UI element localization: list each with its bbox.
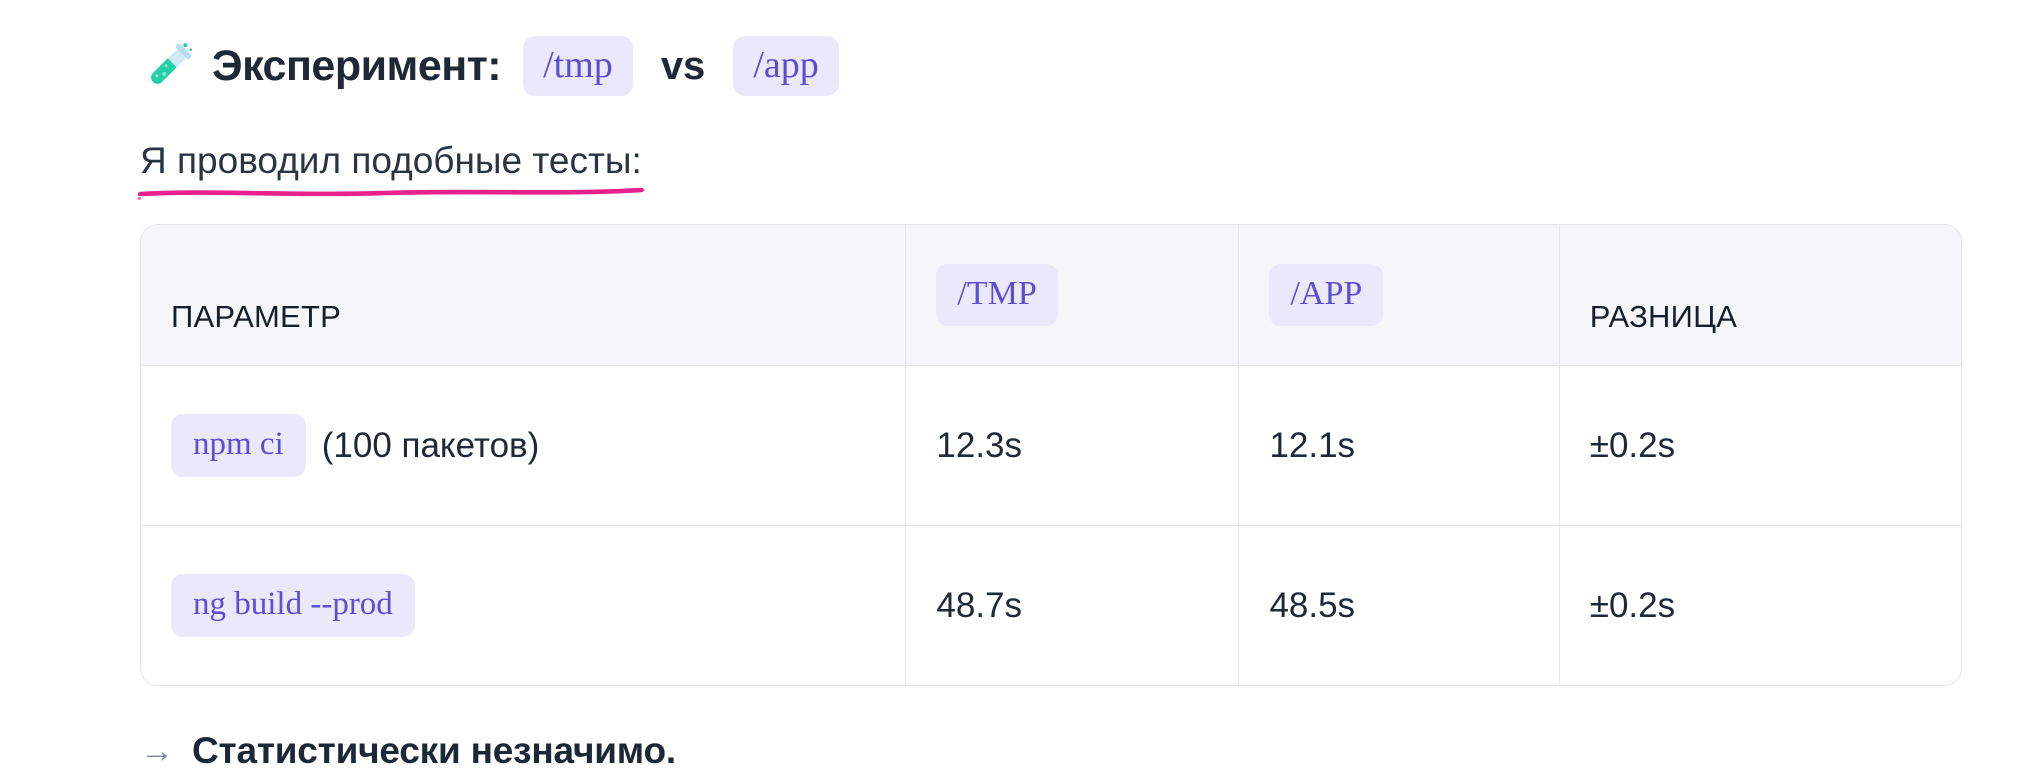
heading: Эксперимент: /tmp vs /app [140,36,1979,96]
vs-label: vs [660,43,706,88]
code-badge-command: ng build --prod [171,574,415,637]
cell-param: npm ci (100 пакетов) [141,365,906,525]
cell-tmp-value: 12.3s [905,365,1239,525]
cell-app-value: 48.5s [1238,525,1559,685]
conclusion-text: Статистически незначимо. [192,730,676,771]
intro-text: Я проводил подобные тесты: [137,140,644,200]
table-row: npm ci (100 пакетов) 12.3s 12.1s ±0.2s [141,365,1961,525]
column-header-diff: РАЗНИЦА [1558,225,1961,365]
test-tube-icon [151,43,193,84]
param-note: (100 пакетов) [321,425,540,465]
column-header-tmp: /TMP [905,225,1239,365]
code-badge-command: npm ci [171,414,306,477]
table-row: ng build --prod 48.7s 48.5s ±0.2s [141,525,1961,685]
intro-text-label: Я проводил подобные тесты: [140,140,642,181]
table-header-row: ПАРАМЕТР /TMP /APP РАЗНИЦА [141,225,1961,365]
cell-param: ng build --prod [141,525,906,685]
comparison-table-card: ПАРАМЕТР /TMP /APP РАЗНИЦА npm ci (100 [140,224,1962,686]
cell-diff-value: ±0.2s [1558,525,1961,685]
column-header-app: /APP [1238,225,1559,365]
cell-app-value: 12.1s [1238,365,1559,525]
code-badge-app-header: /APP [1269,264,1384,326]
cell-diff-value: ±0.2s [1558,365,1961,525]
page-title: Эксперимент: [212,41,502,90]
comparison-table: ПАРАМЕТР /TMP /APP РАЗНИЦА npm ci (100 [141,225,1961,685]
intro-paragraph: Я проводил подобные тесты: [137,140,1979,200]
cell-tmp-value: 48.7s [905,525,1239,685]
code-badge-tmp: /tmp [523,36,633,96]
code-badge-tmp-header: /TMP [936,264,1058,326]
pink-underline-decoration [137,187,644,200]
column-header-param: ПАРАМЕТР [141,225,906,365]
code-badge-app: /app [733,36,839,96]
conclusion-line: → Статистически незначимо. [140,730,1979,772]
arrow-icon: → [140,731,174,770]
